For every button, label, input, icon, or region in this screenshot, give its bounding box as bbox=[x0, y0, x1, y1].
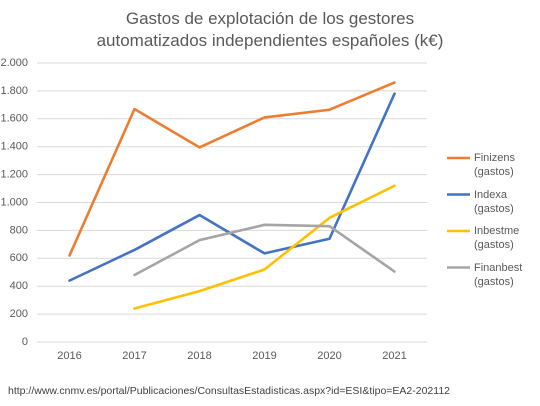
x-tick-label: 2018 bbox=[187, 350, 211, 362]
chart-title: Gastos de explotación de los gestores au… bbox=[96, 9, 444, 50]
x-tick-label: 2016 bbox=[57, 350, 81, 362]
y-tick-label: 600 bbox=[10, 252, 28, 264]
legend-label: Indexa (gastos) bbox=[474, 188, 514, 215]
series-line bbox=[133, 223, 396, 277]
x-tick-label: 2017 bbox=[122, 350, 146, 362]
y-tick-label: 400 bbox=[10, 280, 28, 292]
y-tick-label: 800 bbox=[10, 224, 28, 236]
y-tick-label: 0 bbox=[22, 336, 28, 348]
x-tick-label: 2021 bbox=[382, 350, 406, 362]
y-tick-label: 200 bbox=[10, 308, 28, 320]
y-tick-label: 1.600 bbox=[0, 113, 28, 125]
series-line bbox=[133, 184, 396, 310]
series-line bbox=[68, 81, 396, 257]
x-tick-label: 2020 bbox=[317, 350, 341, 362]
x-tick-label: 2019 bbox=[252, 350, 276, 362]
source: http://www.cnmv.es/portal/Publicaciones/… bbox=[8, 385, 451, 397]
legend-label: Finizens (gastos) bbox=[474, 152, 515, 178]
legend-label: Inbestme (gastos) bbox=[474, 225, 520, 251]
y-tick-label: 2.000 bbox=[0, 57, 28, 69]
series-line bbox=[68, 92, 396, 282]
y-tick-label: 1.400 bbox=[0, 141, 28, 153]
y-tick-label: 1.800 bbox=[0, 85, 28, 97]
legend-label: Finanbest (gastos) bbox=[474, 261, 523, 288]
y-tick-label: 1.000 bbox=[0, 196, 28, 208]
y-tick-label: 1.200 bbox=[0, 169, 28, 181]
